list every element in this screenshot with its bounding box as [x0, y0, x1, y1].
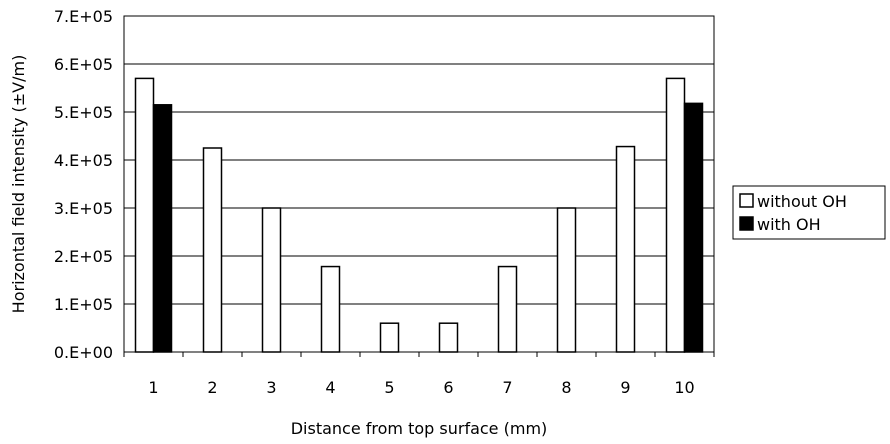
- legend-label: without OH: [757, 192, 847, 211]
- bar-with-oh: [683, 102, 704, 353]
- bar-without-oh: [134, 77, 155, 353]
- y-tick-label: 2.E+05: [54, 247, 113, 266]
- bar-without-oh: [379, 322, 400, 353]
- y-tick-label: 7.E+05: [54, 7, 113, 26]
- x-tick-label: 3: [266, 378, 276, 397]
- bar-without-oh: [202, 147, 223, 353]
- y-tick-label: 6.E+05: [54, 55, 113, 74]
- x-tick-label: 9: [620, 378, 630, 397]
- x-tick-label: 6: [443, 378, 453, 397]
- y-tick-label: 0.E+00: [54, 343, 113, 362]
- y-tick-label: 5.E+05: [54, 103, 113, 122]
- y-tick-labels: 0.E+00 1.E+05 2.E+05 3.E+05 4.E+05 5.E+05 6.E+…: [54, 7, 113, 362]
- x-tick-label: 4: [325, 378, 335, 397]
- bar-without-oh: [438, 322, 459, 353]
- x-tick-label: 8: [561, 378, 571, 397]
- bar-without-oh: [320, 265, 341, 353]
- x-tick-label: 2: [207, 378, 217, 397]
- x-tick-label: 7: [502, 378, 512, 397]
- x-axis-title: Distance from top surface (mm): [291, 419, 548, 438]
- y-axis-title: Horizontal field intensity (±V/m): [9, 55, 28, 314]
- axes: [123, 352, 715, 357]
- bar-with-oh: [152, 104, 173, 353]
- legend-box: [732, 185, 886, 240]
- bar-without-oh: [556, 207, 577, 353]
- legend-label: with OH: [757, 215, 821, 234]
- y-tick-label: 3.E+05: [54, 199, 113, 218]
- bars: [134, 77, 704, 353]
- bar-without-oh: [261, 207, 282, 353]
- bar-without-oh: [615, 145, 636, 353]
- x-tick-label: 5: [384, 378, 394, 397]
- x-tick-label: 1: [148, 378, 158, 397]
- legend: without OH with OH: [732, 185, 886, 240]
- x-tick-label: 10: [674, 378, 694, 397]
- x-tick-labels: 1 2 3 4 5 6 7 8 9 10: [148, 378, 694, 397]
- y-tick-label: 4.E+05: [54, 151, 113, 170]
- bar-without-oh: [497, 265, 518, 353]
- y-tick-label: 1.E+05: [54, 295, 113, 314]
- legend-swatch: [739, 216, 754, 231]
- legend-swatch: [739, 193, 754, 208]
- bar-without-oh: [665, 77, 686, 353]
- gridlines: [124, 63, 714, 305]
